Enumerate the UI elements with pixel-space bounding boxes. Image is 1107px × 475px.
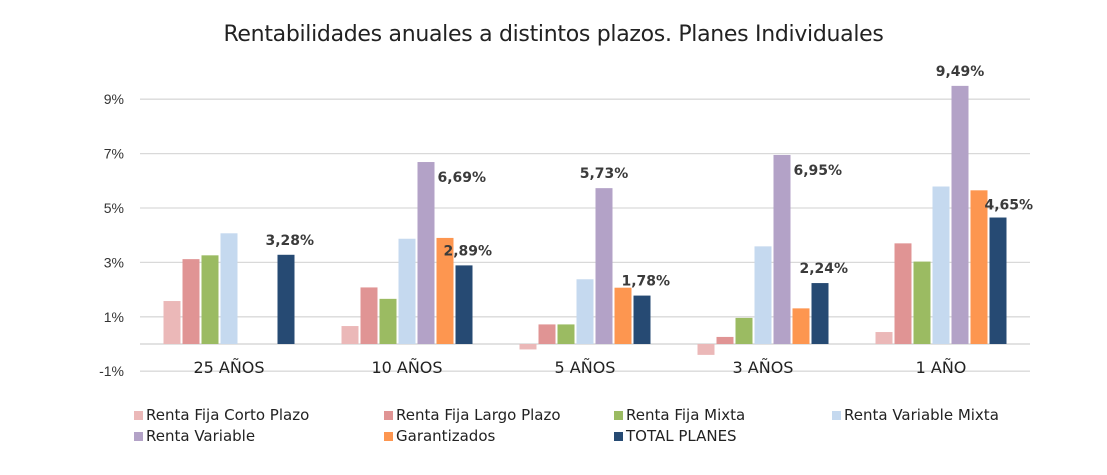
legend-label: Garantizados <box>396 427 496 445</box>
legend-swatch <box>832 410 841 420</box>
bar <box>436 237 454 344</box>
bar <box>894 243 912 344</box>
bar <box>277 254 295 344</box>
legend-item: TOTAL PLANES <box>614 427 737 445</box>
bar <box>697 344 715 355</box>
data-label: 2,89% <box>444 243 493 259</box>
y-tick-label: 5% <box>104 200 124 216</box>
legend-label: Renta Variable Mixta <box>844 406 999 424</box>
bar <box>182 259 200 344</box>
bar <box>614 287 632 344</box>
bars <box>163 85 1007 355</box>
bar <box>398 238 416 344</box>
legend-label: Renta Variable <box>146 427 256 445</box>
y-tick-label: 3% <box>104 254 124 270</box>
bar <box>792 308 810 344</box>
legend-item: Renta Variable Mixta <box>832 406 999 424</box>
bar <box>201 255 219 344</box>
bar <box>951 85 969 344</box>
legend-swatch <box>384 431 393 441</box>
bar <box>735 317 753 344</box>
bar <box>970 190 988 344</box>
y-axis-ticks: -1% 1% 3% 5% 7% 9% <box>99 91 124 379</box>
bar <box>519 344 537 350</box>
bar <box>875 332 893 344</box>
bar <box>716 336 734 344</box>
data-label: 6,95% <box>794 163 843 179</box>
legend-item: Garantizados <box>384 427 495 445</box>
bar <box>163 301 181 344</box>
bar <box>379 298 397 344</box>
data-label: 4,65% <box>985 198 1034 214</box>
x-category-label: 3 AÑOS <box>733 358 794 377</box>
x-axis-categories: 25 AÑOS 10 AÑOS 5 AÑOS 3 AÑOS 1 AÑO <box>193 358 966 377</box>
bar <box>811 283 829 344</box>
chart-title: Rentabilidades anuales a distintos plazo… <box>223 22 884 47</box>
y-tick-label: 1% <box>104 309 124 325</box>
bar <box>360 287 378 344</box>
legend-item: Renta Fija Corto Plazo <box>134 406 309 424</box>
legend-label: TOTAL PLANES <box>626 427 737 445</box>
legend-item: Renta Fija Mixta <box>614 406 745 424</box>
legend-label: Renta Fija Corto Plazo <box>146 406 310 424</box>
bar <box>754 246 772 344</box>
legend-swatch <box>614 410 623 420</box>
legend-label: Renta Fija Largo Plazo <box>396 406 561 424</box>
y-tick-label: 7% <box>104 146 124 162</box>
x-category-label: 25 AÑOS <box>193 358 264 377</box>
bar <box>538 324 556 344</box>
bar <box>455 265 473 344</box>
bar <box>633 295 651 344</box>
legend-label: Renta Fija Mixta <box>626 406 746 424</box>
legend-item: Renta Fija Largo Plazo <box>384 406 561 424</box>
legend-swatch <box>614 431 623 441</box>
bar <box>595 188 613 344</box>
bar <box>220 233 238 344</box>
y-tick-label: -1% <box>99 363 124 379</box>
bar <box>773 154 791 344</box>
data-label: 3,28% <box>266 233 315 249</box>
legend-swatch <box>134 410 143 420</box>
legend-item: Renta Variable <box>134 427 255 445</box>
data-labels: 3,28% 6,69% 2,89% 5,73% 1,78% 6,95% 2,24% 9,49%… <box>266 64 1034 290</box>
bar <box>989 217 1007 344</box>
x-category-label: 1 AÑO <box>916 358 967 377</box>
y-tick-label: 9% <box>104 91 124 107</box>
data-label: 1,78% <box>622 274 671 290</box>
bar <box>576 279 594 344</box>
data-label: 6,69% <box>438 170 487 186</box>
bar <box>417 162 435 344</box>
x-category-label: 5 AÑOS <box>555 358 616 377</box>
data-label: 9,49% <box>936 64 985 80</box>
x-category-label: 10 AÑOS <box>371 358 442 377</box>
bar <box>341 326 359 344</box>
data-label: 2,24% <box>800 261 849 277</box>
bar <box>913 261 931 344</box>
bar <box>557 324 575 344</box>
legend-swatch <box>384 410 393 420</box>
bar <box>932 186 950 344</box>
data-label: 5,73% <box>580 166 629 182</box>
legend-swatch <box>134 431 143 441</box>
